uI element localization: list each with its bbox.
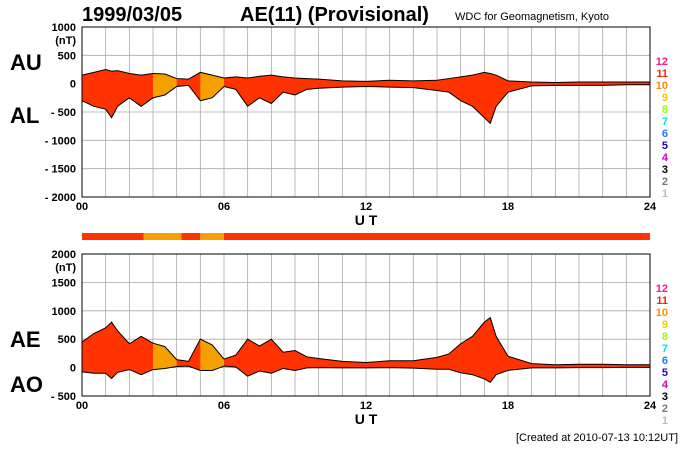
area-quiet-top <box>200 72 224 101</box>
activity-bar-segment <box>200 233 224 240</box>
level-legend-item: 9 <box>662 319 668 331</box>
level-legend-item: 1 <box>662 415 668 427</box>
activity-bar-segment <box>82 233 144 240</box>
x-tick-label: 06 <box>218 201 230 213</box>
plot-frame <box>81 253 651 397</box>
x-tick-label: 24 <box>644 400 657 412</box>
y-tick-label: - 1500 <box>45 164 76 176</box>
level-legend-item: 6 <box>662 355 668 367</box>
y-tick-label: - 500 <box>51 107 76 119</box>
data-center-name: WDC for Geomagnetism, Kyoto <box>455 11 610 23</box>
y-tick-label: 2000 <box>52 249 76 261</box>
x-tick-label: 00 <box>76 400 88 412</box>
series-line-ae <box>81 316 650 366</box>
level-legend-item: 3 <box>662 164 668 176</box>
label-ao: AO <box>10 372 43 397</box>
level-legend-item: 1 <box>662 188 668 200</box>
activity-bar-segment <box>143 233 182 240</box>
plot-frame <box>81 26 651 198</box>
x-tick-label: 06 <box>218 400 230 412</box>
level-legend-item: 4 <box>662 152 669 164</box>
y-tick-label: 500 <box>58 50 76 62</box>
y-tick-label: 0 <box>70 363 76 375</box>
activity-bar-segment <box>181 233 201 240</box>
level-legend-item: 12 <box>656 56 668 68</box>
x-tick-label: 24 <box>644 201 657 213</box>
series-line-ao <box>81 365 650 384</box>
x-axis-label: U T <box>355 212 378 228</box>
area-quiet-top <box>153 73 177 98</box>
level-legend-item: 4 <box>662 379 669 391</box>
label-au: AU <box>10 50 42 75</box>
y-tick-label: 1500 <box>52 277 76 289</box>
level-legend-item: 11 <box>656 295 668 307</box>
level-legend-item: 10 <box>656 80 668 92</box>
y-unit-label: (nT) <box>55 35 76 47</box>
y-tick-label: - 500 <box>51 391 76 403</box>
x-tick-label: 12 <box>360 201 372 213</box>
label-al: AL <box>10 103 40 128</box>
x-axis-label: U T <box>355 411 378 427</box>
y-tick-label: 1000 <box>52 22 76 34</box>
y-tick-label: - 2000 <box>45 192 76 204</box>
created-timestamp: [Created at 2010-07-13 10:12UT] <box>515 432 678 444</box>
level-legend-item: 2 <box>662 176 668 188</box>
level-legend-item: 5 <box>662 367 668 379</box>
level-legend-item: 7 <box>662 116 668 128</box>
level-legend-item: 3 <box>662 391 668 403</box>
level-legend-item: 5 <box>662 140 668 152</box>
area-quiet-bottom <box>200 339 224 371</box>
chart-title: AE(11) (Provisional) <box>240 4 429 26</box>
level-legend-item: 7 <box>662 343 668 355</box>
series-line-al <box>81 84 650 125</box>
activity-bar-segment <box>224 233 650 240</box>
y-tick-label: 0 <box>70 79 76 91</box>
level-legend-item: 8 <box>662 331 668 343</box>
level-legend-item: 11 <box>656 68 668 80</box>
chart-date: 1999/03/05 <box>82 4 183 26</box>
level-legend-item: 6 <box>662 128 668 140</box>
x-tick-label: 18 <box>502 400 514 412</box>
y-tick-label: 500 <box>58 334 76 346</box>
x-tick-label: 12 <box>360 400 372 412</box>
x-tick-label: 18 <box>502 201 514 213</box>
y-tick-label: - 1000 <box>45 135 76 147</box>
level-legend-item: 12 <box>656 283 668 295</box>
series-line-au <box>81 68 650 84</box>
area-quiet-bottom <box>153 343 177 370</box>
y-unit-label: (nT) <box>55 262 76 274</box>
y-tick-label: 1000 <box>52 306 76 318</box>
level-legend-item: 2 <box>662 403 668 415</box>
label-ae: AE <box>10 327 41 352</box>
level-legend-item: 9 <box>662 92 668 104</box>
x-tick-label: 00 <box>76 201 88 213</box>
level-legend-item: 8 <box>662 104 668 116</box>
level-legend-item: 10 <box>656 307 668 319</box>
